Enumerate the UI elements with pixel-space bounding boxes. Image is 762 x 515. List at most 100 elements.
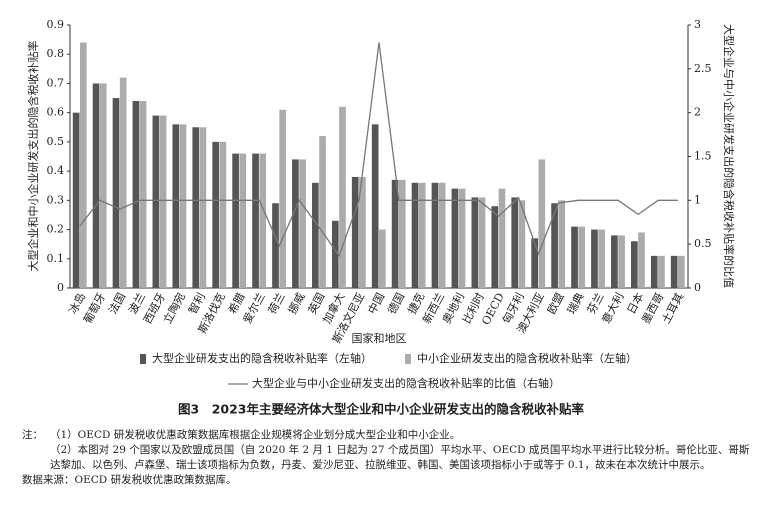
bar — [192, 127, 200, 289]
bar — [219, 141, 227, 288]
bar — [391, 179, 399, 288]
bar — [438, 182, 446, 288]
bar — [431, 182, 439, 288]
y2-tick-label: 1.5 — [694, 150, 712, 163]
bar — [678, 255, 685, 288]
bar — [312, 182, 319, 288]
x-tick-label: 挪威 — [285, 290, 308, 316]
notes: 注： （1）OECD 研发税收优惠政策数据库根据企业规模将企业划分成大型企业和中小… — [22, 428, 752, 488]
bar — [199, 127, 207, 289]
bar — [172, 124, 180, 288]
bar — [650, 255, 658, 288]
y2-tick-label: 1 — [694, 193, 701, 206]
bar — [571, 226, 578, 288]
y2-axis-title: 大型企业与中小企业研发支出的隐含税收补贴率的比值 — [722, 24, 736, 288]
bar — [618, 235, 625, 288]
bar — [351, 176, 359, 288]
x-tick-label: 荷兰 — [266, 291, 288, 317]
note: 注： （1）OECD 研发税收优惠政策数据库根据企业规模将企业划分成大型企业和中小… — [22, 428, 752, 443]
bar — [359, 176, 366, 288]
y-tick-label: 0.1 — [47, 252, 65, 265]
bar — [398, 179, 406, 288]
bar — [212, 141, 220, 288]
bar — [511, 197, 519, 288]
bar — [252, 153, 259, 288]
bar — [458, 188, 466, 288]
bar — [119, 77, 127, 288]
y2-tick-label: 0.5 — [694, 237, 712, 250]
bar — [319, 136, 326, 288]
legend-label: 中小企业研发支出的隐含税收补贴率（左轴） — [417, 351, 637, 365]
bar — [578, 226, 586, 288]
x-tick-label: 法国 — [105, 290, 128, 316]
y-tick-label: 0.6 — [47, 106, 65, 119]
chart-title: 图3 2023年主要经济体大型企业和中小企业研发支出的隐含税收补贴率 — [178, 402, 584, 417]
bar — [99, 83, 107, 288]
legend-label: 大型企业研发支出的隐含税收补贴率（左轴） — [152, 351, 372, 365]
y-tick-label: 0.8 — [47, 47, 65, 60]
bar — [232, 153, 239, 288]
bar — [658, 255, 665, 288]
bar — [418, 182, 426, 288]
bar — [299, 159, 306, 288]
y-tick-label: 0.5 — [47, 135, 65, 148]
bar — [478, 197, 486, 288]
note: （2）本图对 29 个国家以及欧盟成员国（自 2020 年 2 月 1 日起为 … — [22, 443, 752, 473]
bar — [558, 200, 566, 288]
note-label: 注： — [22, 429, 43, 441]
bar — [139, 100, 147, 288]
bar — [411, 182, 419, 288]
bar — [518, 200, 526, 288]
bar — [471, 197, 479, 288]
bar — [498, 188, 506, 288]
x-axis-title: 国家和地区 — [352, 331, 407, 345]
y2-tick-label: 0 — [694, 281, 701, 294]
x-tick-label: 瑞典 — [564, 290, 587, 316]
bar — [292, 159, 299, 288]
bar — [239, 153, 247, 288]
x-tick-label: 德国 — [385, 290, 408, 316]
y-tick-label: 0.3 — [47, 193, 65, 206]
bar — [670, 255, 678, 288]
bar — [152, 115, 160, 288]
legend-swatch — [405, 354, 411, 364]
bar — [531, 238, 538, 288]
bar — [611, 235, 618, 288]
bar — [272, 203, 279, 288]
legend-swatch — [140, 354, 146, 364]
bar — [92, 83, 100, 288]
bar — [279, 109, 286, 288]
bar — [179, 124, 187, 288]
x-tick-label: 中国 — [365, 291, 387, 317]
note-text: （2）本图对 29 个国家以及欧盟成员国（自 2020 年 2 月 1 日起为 … — [50, 444, 750, 471]
x-tick-label: 欧盟 — [545, 291, 567, 317]
bar — [538, 159, 546, 288]
bar — [132, 100, 140, 288]
bar — [259, 153, 267, 288]
bar — [551, 203, 558, 288]
bar — [159, 115, 167, 288]
bar — [331, 220, 339, 288]
y-tick-label: 0 — [57, 281, 64, 294]
bar — [379, 229, 386, 288]
bar — [491, 206, 499, 288]
bar — [591, 229, 598, 288]
y-tick-label: 0.2 — [47, 223, 65, 236]
y2-tick-label: 3 — [694, 18, 701, 31]
bar — [72, 112, 80, 289]
legend-label: 大型企业与中小企业研发支出的隐含税收补贴率的比值（右轴） — [252, 376, 560, 390]
note-text: （1）OECD 研发税收优惠政策数据库根据企业规模将企业划分成大型企业和中小企业… — [50, 429, 461, 441]
chart: 国家和地区 大型企业和中小企业研发支出的隐含税收补贴率 大型企业与中小企业研发支… — [26, 18, 736, 417]
y-tick-label: 0.4 — [47, 164, 65, 177]
y2-tick-label: 2.5 — [694, 62, 712, 75]
y-tick-label: 0.9 — [47, 18, 65, 31]
bar — [451, 188, 459, 288]
bar — [598, 229, 605, 288]
y-axis-title: 大型企业和中小企业研发支出的隐含税收补贴率 — [26, 41, 40, 272]
bar — [630, 241, 638, 288]
y-tick-label: 0.7 — [47, 76, 65, 89]
y2-tick-label: 2 — [694, 106, 701, 119]
bar — [638, 232, 645, 288]
bar — [339, 106, 346, 288]
